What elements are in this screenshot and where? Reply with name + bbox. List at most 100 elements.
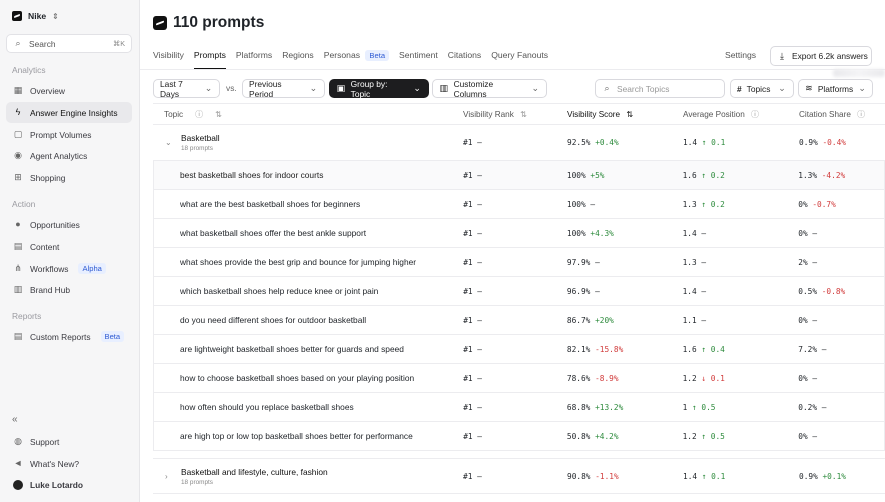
tab-regions[interactable]: Regions: [282, 50, 314, 60]
period-dropdown[interactable]: Last 7 Days ⌄: [153, 78, 220, 99]
sidebar-item-support[interactable]: ◍ Support: [6, 431, 132, 452]
score-delta: -15.8%: [595, 344, 624, 354]
rank-value: #1: [463, 431, 473, 441]
sidebar-search[interactable]: ⌕ Search ⌘K: [6, 34, 132, 53]
tab-prompts[interactable]: Prompts: [193, 47, 226, 70]
sidebar-item-agent-analytics[interactable]: ◉ Agent Analytics: [6, 145, 132, 166]
sidebar-item-shopping[interactable]: ⊞ Shopping: [6, 167, 132, 188]
position-delta: ↑ 0.2: [701, 170, 725, 180]
sidebar-item-custom-reports[interactable]: ▤ Custom Reports Beta: [6, 326, 132, 347]
search-icon: ⌕: [15, 38, 21, 48]
sidebar-item-overview[interactable]: ▦ Overview: [6, 80, 132, 101]
sidebar-item-content[interactable]: ▤ Content: [6, 236, 132, 257]
agent-icon: ◉: [14, 150, 22, 160]
rank-value: #1: [463, 257, 473, 267]
sidebar-item-prompt-volumes[interactable]: ▢ Prompt Volumes: [6, 124, 132, 145]
score-value: 90.8%: [567, 471, 591, 481]
column-score[interactable]: Visibility Score ⇅: [567, 110, 683, 119]
chevron-down-icon[interactable]: ⌄: [165, 138, 172, 147]
tab-platforms[interactable]: Platforms: [235, 50, 273, 60]
chevron-down-icon: ⌄: [413, 83, 421, 93]
rank-value: #1: [463, 344, 473, 354]
citation-delta: +0.1%: [822, 471, 846, 481]
user-profile[interactable]: Luke Lotardo: [6, 474, 132, 495]
position-value: 1.4: [682, 286, 697, 296]
position-value: 1.4: [683, 471, 698, 481]
compare-dropdown[interactable]: Previous Period ⌄: [242, 79, 325, 99]
tab-visibility[interactable]: Visibility: [153, 50, 184, 60]
table-row[interactable]: how to choose basketball shoes based on …: [154, 364, 884, 393]
rank-delta: –: [477, 315, 482, 325]
rank-delta: –: [477, 138, 482, 147]
sidebar-item-whats-new[interactable]: ◄ What's New?: [6, 453, 132, 474]
position-value: 1.2: [682, 373, 697, 383]
collapse-sidebar-icon[interactable]: «: [12, 414, 18, 425]
table-row[interactable]: what basketball shoes offer the best ank…: [154, 219, 884, 248]
citation-value: 0.9%: [799, 138, 818, 147]
citation-delta: -0.7%: [812, 199, 836, 209]
action-section-label: Action: [12, 199, 36, 209]
period-value: Last 7 Days: [160, 78, 183, 99]
sidebar-item-label: Workflows: [30, 263, 69, 274]
export-button[interactable]: ⤓ Export 6.2k answers: [770, 46, 872, 66]
megaphone-icon: ◄: [13, 458, 23, 468]
search-topics-input[interactable]: ⌕ Search Topics: [595, 79, 725, 98]
citation-delta: -0.4%: [822, 138, 846, 147]
score-delta: +20%: [595, 315, 614, 325]
shopping-cart-icon: ⊞: [14, 172, 22, 182]
table-group-row[interactable]: › Basketball and lifestyle, culture, fas…: [153, 458, 885, 494]
platforms-filter[interactable]: ≋ Platforms ⌄: [798, 79, 873, 98]
column-rank[interactable]: Visibility Rank ⇅: [463, 110, 567, 119]
rank-value: #1: [463, 315, 473, 325]
tab-citations[interactable]: Citations: [447, 50, 482, 60]
chat-icon: ▢: [13, 129, 23, 139]
citation-value: 1.3%: [798, 170, 818, 180]
table-row[interactable]: best basketball shoes for indoor courts …: [154, 161, 884, 190]
settings-link[interactable]: Settings: [725, 50, 757, 60]
sidebar-item-label: Opportunities: [30, 219, 80, 230]
table-row[interactable]: do you need different shoes for outdoor …: [154, 306, 884, 335]
score-value: 100%: [566, 199, 586, 209]
position-value: 1.3: [682, 199, 697, 209]
table-row[interactable]: how often should you replace basketball …: [154, 393, 884, 422]
export-label: Export 6.2k answers: [792, 51, 868, 61]
table-row[interactable]: which basketball shoes help reduce knee …: [154, 277, 884, 306]
topics-filter[interactable]: # Topics ⌄: [730, 79, 794, 98]
search-icon: ⌕: [604, 83, 610, 93]
brand-switcher[interactable]: Nike ⇕: [12, 11, 59, 21]
column-score-label: Visibility Score: [567, 109, 621, 119]
group-by-dropdown[interactable]: ▣ Group by: Topic ⌄: [329, 79, 429, 99]
platforms-label: Platforms: [817, 83, 854, 94]
column-topic[interactable]: Topic ⓘ ⇅: [153, 109, 463, 120]
table-row[interactable]: what are the best basketball shoes for b…: [154, 190, 884, 219]
score-delta: +0.4%: [595, 138, 619, 147]
customize-columns-button[interactable]: ▥ Customize Columns ⌄: [432, 79, 547, 99]
score-value: 96.9%: [566, 286, 591, 296]
column-citation[interactable]: Citation Share ⓘ: [799, 109, 885, 120]
position-value: 1.6: [682, 170, 697, 180]
tab-sentiment[interactable]: Sentiment: [399, 50, 438, 60]
position-delta: ↑ 0.2: [701, 199, 725, 209]
tab-query-fanouts[interactable]: Query Fanouts: [491, 50, 549, 60]
score-value: 78.6%: [566, 373, 591, 383]
table-group-row[interactable]: ⌄ Basketball 18 prompts #1 – 92.5% +0.4%…: [153, 125, 885, 161]
rank-delta: –: [477, 257, 482, 267]
sidebar-item-workflows[interactable]: ⋔ Workflows Alpha: [6, 258, 132, 279]
search-topics-placeholder: Search Topics: [617, 83, 670, 94]
position-delta: ↑ 0.4: [701, 344, 725, 354]
tab-personas[interactable]: Personas Beta: [324, 47, 390, 69]
chevron-right-icon[interactable]: ›: [165, 471, 168, 481]
citation-delta: –: [812, 257, 818, 267]
column-position[interactable]: Average Position ⓘ: [683, 109, 799, 120]
sidebar-item-label: Answer Engine Insights: [30, 107, 118, 118]
sidebar-item-opportunities[interactable]: ● Opportunities: [6, 214, 132, 235]
table-row[interactable]: are lightweight basketball shoes better …: [154, 335, 884, 364]
sidebar-item-brand-hub[interactable]: ▥ Brand Hub: [6, 279, 132, 300]
score-value: 86.7%: [566, 315, 591, 325]
table-row[interactable]: are high top or low top basketball shoes…: [154, 422, 884, 451]
rank-value: #1: [463, 228, 473, 238]
table-row[interactable]: what shoes provide the best grip and bou…: [154, 248, 884, 277]
beta-badge: Beta: [365, 50, 390, 61]
sidebar-item-answer-engine-insights[interactable]: ϟ Answer Engine Insights: [6, 102, 132, 123]
group-subtitle: 18 prompts: [181, 478, 213, 486]
